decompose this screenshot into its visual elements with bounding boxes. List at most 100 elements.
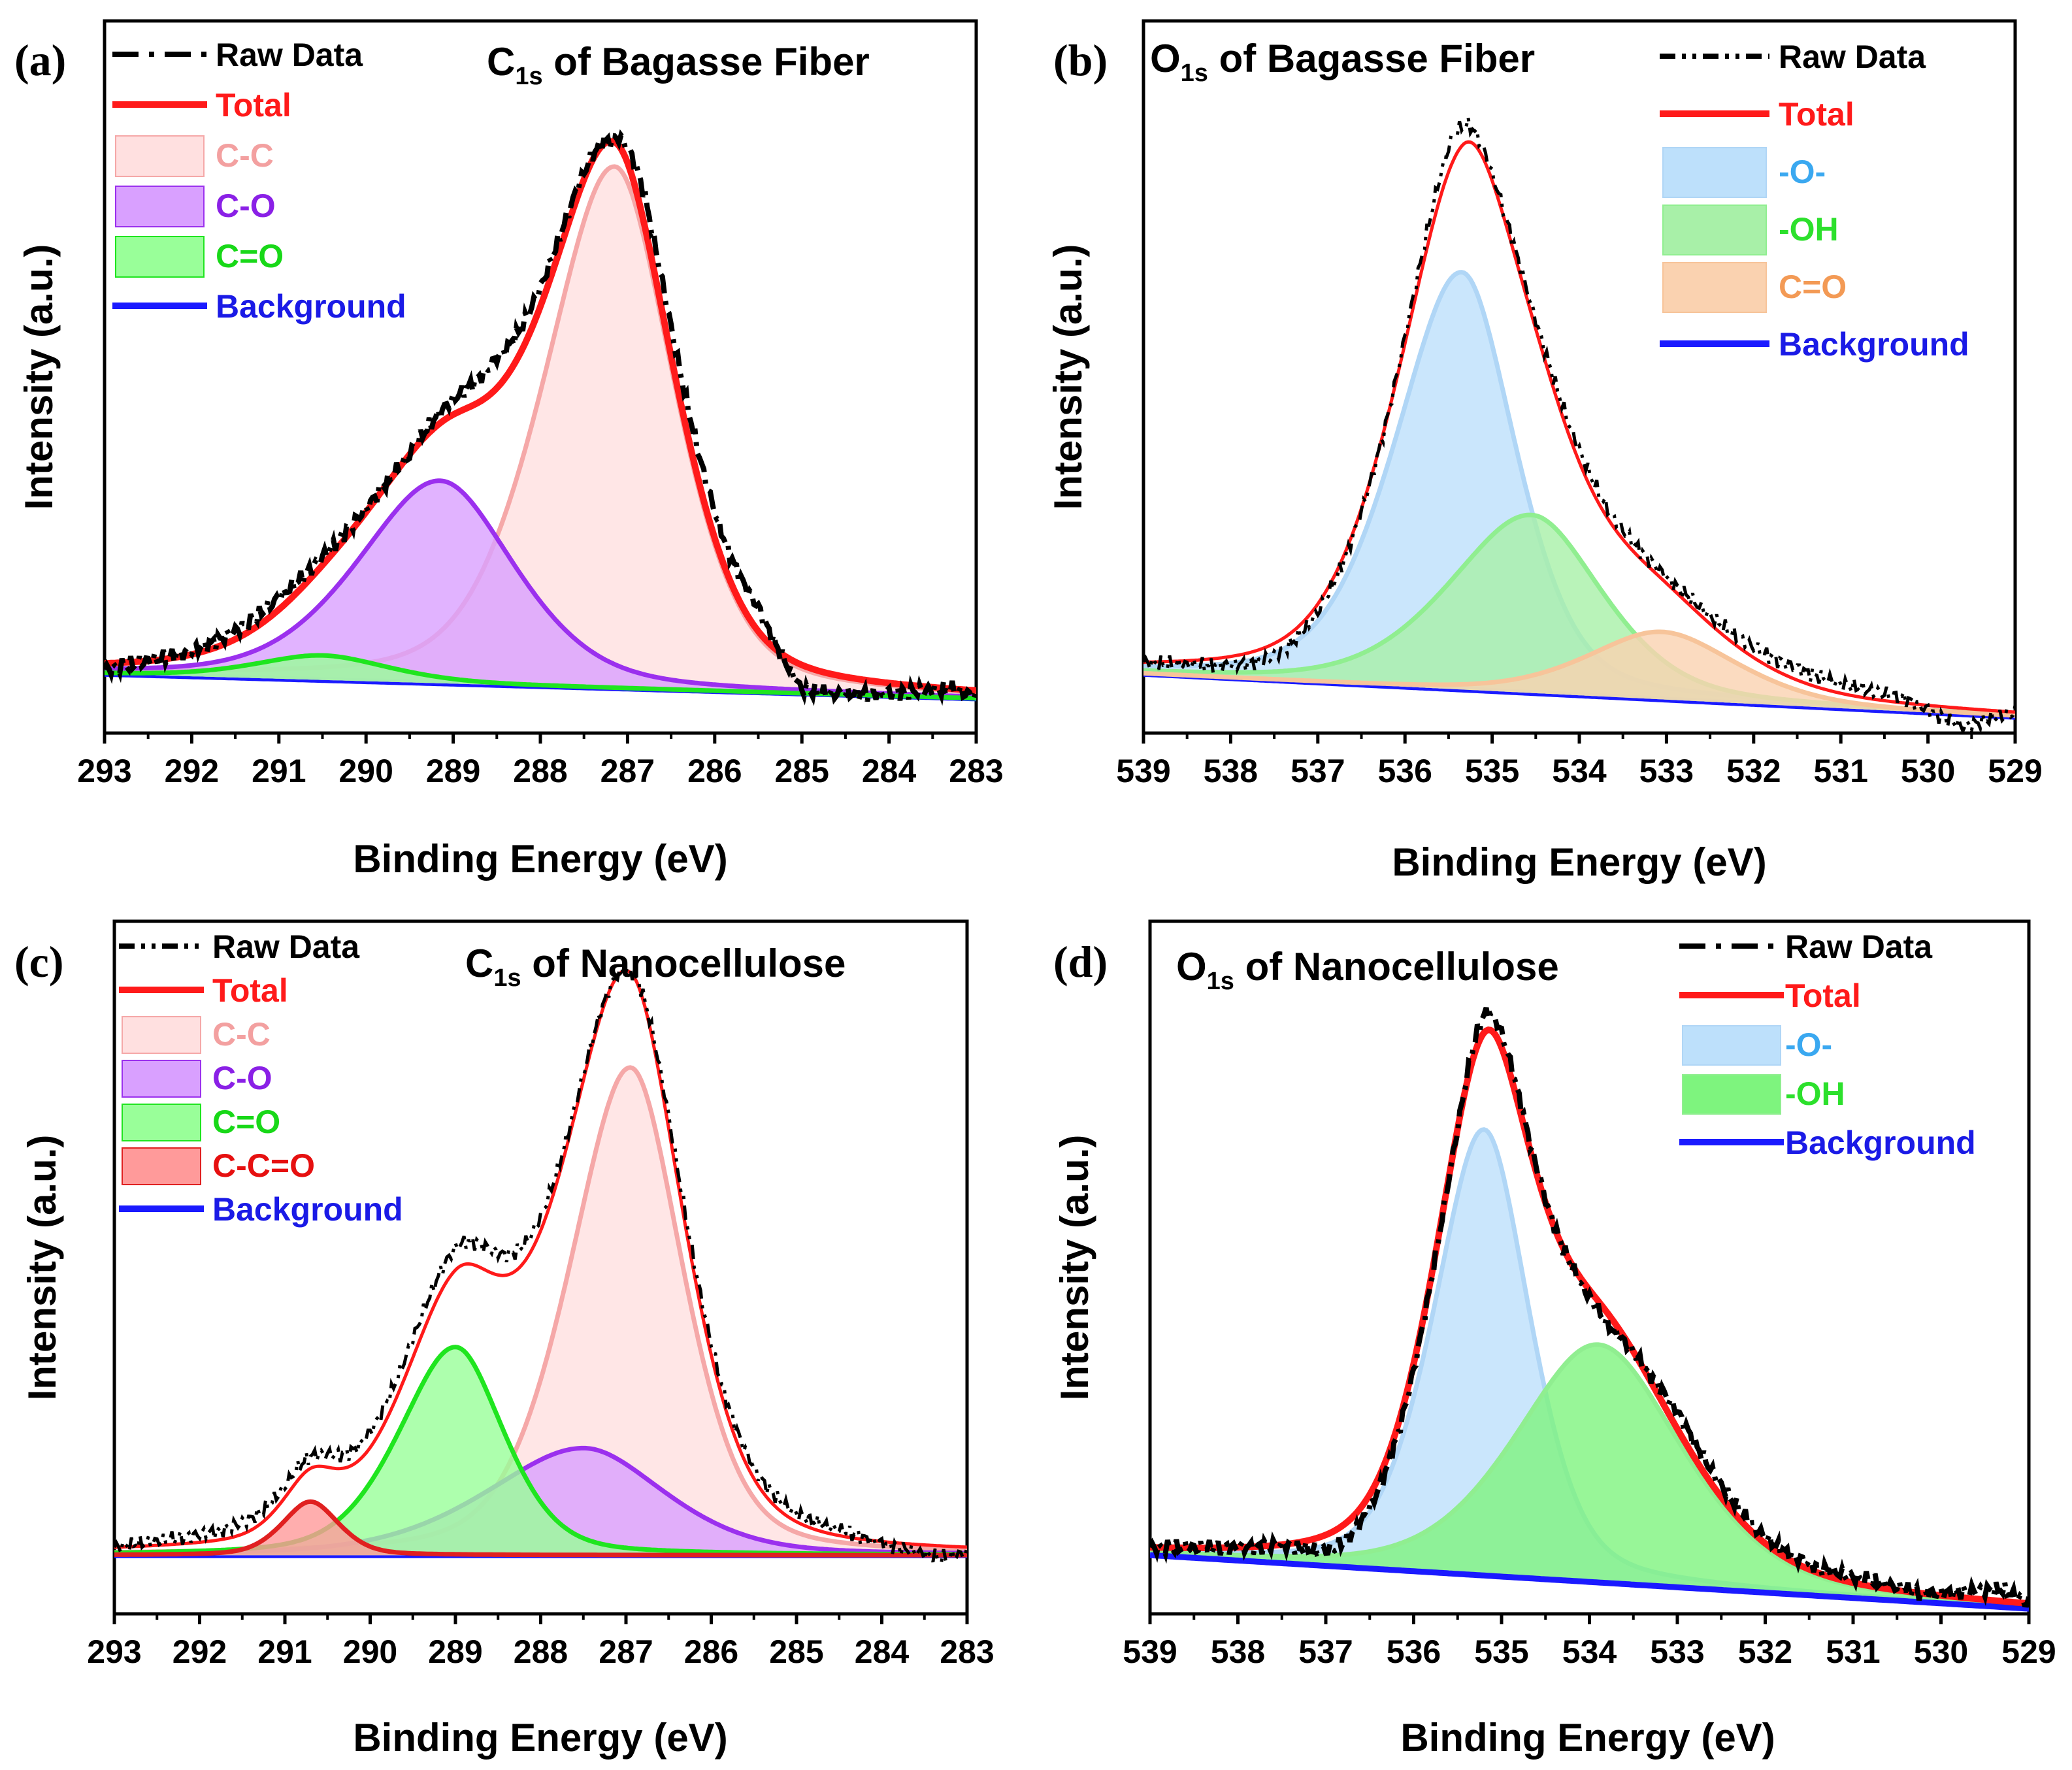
legend-item: Total bbox=[112, 87, 291, 123]
series-layer bbox=[105, 129, 976, 706]
legend-label: Raw Data bbox=[212, 928, 360, 965]
x-tick-label: 534 bbox=[1552, 753, 1607, 789]
x-tick-label: 530 bbox=[1901, 753, 1955, 789]
x-tick-label: 285 bbox=[769, 1633, 823, 1670]
legend-label: Total bbox=[216, 87, 291, 123]
x-tick-label: 283 bbox=[949, 753, 1003, 789]
legend-item: Total bbox=[119, 972, 288, 1009]
series-raw-data bbox=[1150, 1007, 2029, 1608]
legend: Raw Data Total C-C C-O C=O Background bbox=[112, 37, 406, 325]
x-axis-label: Binding Energy (eV) bbox=[353, 1716, 727, 1760]
legend-label: Background bbox=[212, 1191, 403, 1228]
x-tick-label: 539 bbox=[1123, 1633, 1177, 1670]
peak-area-C=O bbox=[105, 655, 976, 698]
legend-item: C-C bbox=[115, 135, 274, 177]
series-total bbox=[105, 138, 976, 694]
x-tick-label: 539 bbox=[1116, 753, 1170, 789]
peak-area-C=O bbox=[114, 1347, 967, 1556]
legend-label: C=O bbox=[212, 1104, 280, 1140]
legend-item: Raw Data bbox=[112, 37, 363, 73]
legend-item: Background bbox=[112, 288, 406, 325]
legend-item: Total bbox=[1660, 96, 1854, 133]
chart-title: C1s of Nanocellulose bbox=[465, 942, 846, 992]
y-axis-label: Intensity (a.u.) bbox=[1053, 1135, 1096, 1401]
peak-line-C=O bbox=[1143, 629, 2015, 718]
legend-item: Raw Data bbox=[1660, 39, 1926, 75]
legend-swatch bbox=[115, 135, 205, 177]
series-raw-data bbox=[1143, 117, 2015, 733]
legend-label: Total bbox=[212, 972, 288, 1009]
x-tick-label: 284 bbox=[855, 1633, 910, 1670]
legend-label: C-C=O bbox=[212, 1147, 315, 1184]
legend-item: -O- bbox=[1682, 1025, 1832, 1066]
series-background bbox=[1150, 1552, 2029, 1612]
legend-item: -OH bbox=[1682, 1074, 1845, 1115]
x-tick-label: 293 bbox=[87, 1633, 141, 1670]
peak-area-C=O bbox=[1143, 632, 2015, 717]
y-axis-label: Intensity (a.u.) bbox=[17, 244, 61, 510]
x-tick-label: 291 bbox=[252, 753, 306, 789]
x-tick-label: 536 bbox=[1387, 1633, 1441, 1670]
legend-swatch bbox=[1662, 205, 1767, 255]
legend-label: Background bbox=[1779, 326, 1969, 363]
legend-label: C=O bbox=[216, 238, 284, 274]
legend-item: C=O bbox=[1662, 262, 1847, 313]
x-tick-label: 532 bbox=[1738, 1633, 1792, 1670]
chart-title: O1s of Nanocellulose bbox=[1176, 945, 1559, 995]
x-tick-label: 291 bbox=[257, 1633, 312, 1670]
legend-label: -O- bbox=[1779, 154, 1826, 190]
panel-b: 539 538 537 536 535 534 533 532 531 530 529 (b) O1… bbox=[1046, 19, 2043, 884]
legend-swatch bbox=[115, 236, 205, 278]
y-axis-label: Intensity (a.u.) bbox=[1046, 244, 1090, 510]
x-tick-label: 286 bbox=[684, 1633, 738, 1670]
peak-area--OH bbox=[1143, 515, 2015, 717]
panel-a: 293 292 291 290 289 288 287 286 285 284 283 (a) C1… bbox=[14, 19, 1004, 881]
legend-label: C-C bbox=[212, 1016, 271, 1053]
peak-area--O- bbox=[1143, 272, 2015, 717]
legend-item: -OH bbox=[1662, 205, 1839, 255]
x-tick-label: 538 bbox=[1211, 1633, 1265, 1670]
legend-item: C-O bbox=[115, 186, 276, 227]
legend-item: Background bbox=[1679, 1124, 1976, 1161]
legend-label: -O- bbox=[1785, 1026, 1832, 1063]
legend-item: C-C bbox=[122, 1016, 271, 1054]
legend-label: Background bbox=[216, 288, 406, 325]
chart-title: C1s of Bagasse Fiber bbox=[487, 40, 870, 90]
x-tick-label: 287 bbox=[600, 753, 655, 789]
x-tick-label: 532 bbox=[1726, 753, 1781, 789]
legend-item: Total bbox=[1679, 977, 1861, 1014]
legend-label: Raw Data bbox=[1779, 39, 1926, 75]
legend-item: C=O bbox=[122, 1104, 280, 1141]
legend-swatch bbox=[122, 1147, 201, 1185]
panel-label: (d) bbox=[1053, 937, 1108, 987]
legend: Raw Data Total C-C C-O C=O C-C=O Background bbox=[119, 928, 403, 1228]
series-raw-data bbox=[105, 129, 976, 706]
x-tick-label: 292 bbox=[173, 1633, 227, 1670]
x-tick-label: 536 bbox=[1377, 753, 1432, 789]
legend-label: -OH bbox=[1785, 1075, 1845, 1112]
x-tick-label: 284 bbox=[862, 753, 917, 789]
panel-d: 539 538 537 536 535 534 533 532 531 530 529 (d) O1… bbox=[1053, 919, 2056, 1760]
x-tick-label: 533 bbox=[1639, 753, 1694, 789]
legend: Raw Data Total -O- -OH Background bbox=[1679, 928, 1976, 1161]
legend-label: Background bbox=[1785, 1124, 1976, 1161]
x-tick-label: 288 bbox=[514, 1633, 568, 1670]
x-tick-label: 530 bbox=[1914, 1633, 1968, 1670]
legend-label: -OH bbox=[1779, 211, 1839, 248]
legend: Raw Data Total -O- -OH C=O Background bbox=[1660, 39, 1969, 363]
x-tick-label: 292 bbox=[165, 753, 219, 789]
legend-item: C-O bbox=[122, 1060, 272, 1098]
x-axis-label: Binding Energy (eV) bbox=[1400, 1716, 1775, 1760]
x-tick-label: 286 bbox=[687, 753, 742, 789]
legend-label: C-O bbox=[216, 188, 276, 224]
legend-label: Total bbox=[1779, 96, 1854, 133]
series-layer bbox=[1150, 1007, 2029, 1612]
legend-swatch bbox=[122, 1016, 201, 1054]
series-total bbox=[1143, 140, 2015, 714]
x-tick-layer: 539 538 537 536 535 534 533 532 531 530 529 bbox=[1116, 733, 2043, 789]
peak-area-C-O bbox=[105, 480, 976, 698]
x-tick-label: 283 bbox=[940, 1633, 994, 1670]
x-tick-label: 537 bbox=[1298, 1633, 1353, 1670]
peak-area-C-C=O bbox=[114, 1501, 967, 1556]
